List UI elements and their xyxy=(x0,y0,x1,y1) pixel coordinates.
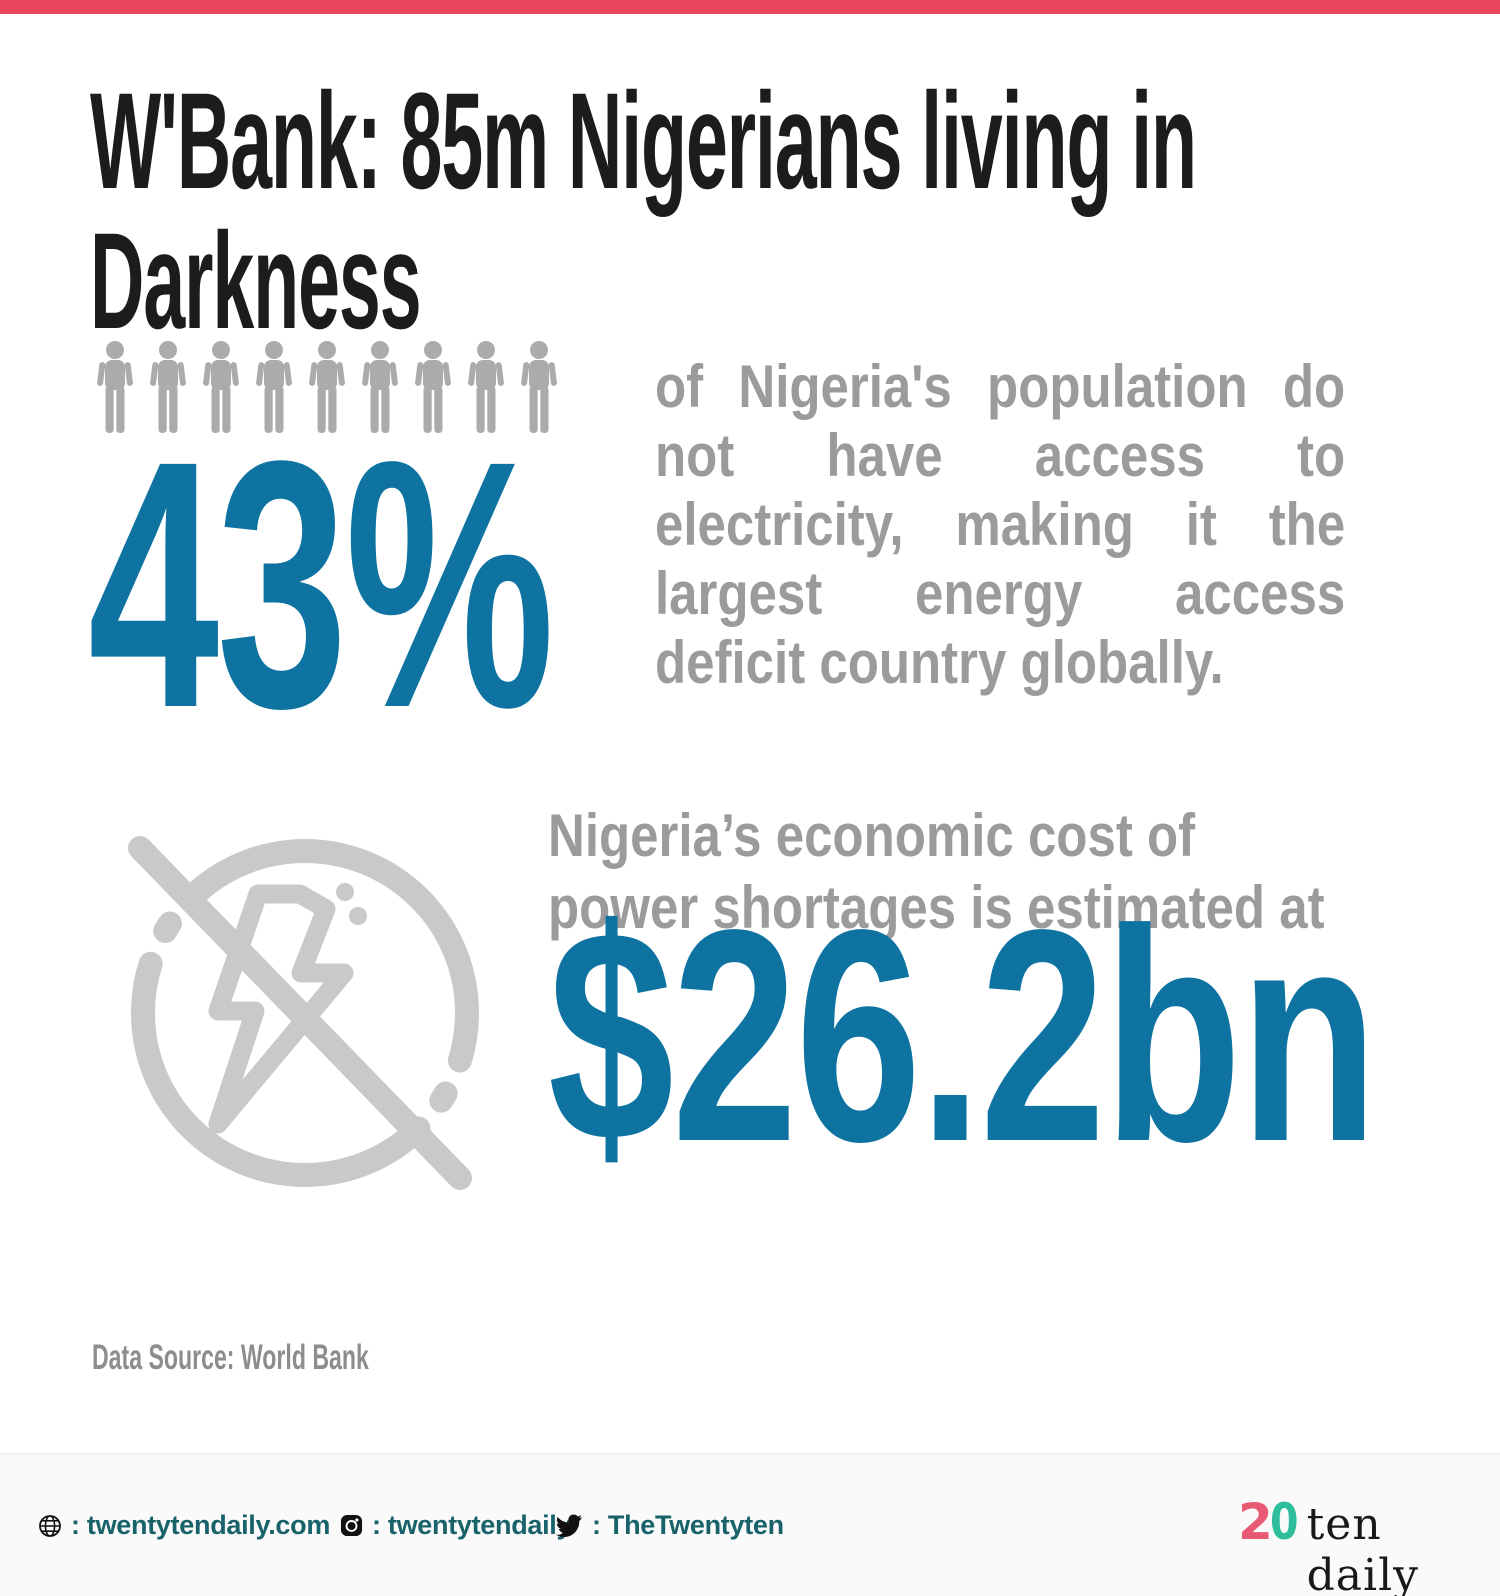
title-line-1: W'Bank: 85m Nigerians living in xyxy=(90,65,1197,218)
twitter-link[interactable]: : TheTwentyten xyxy=(556,1510,784,1541)
person-icon xyxy=(97,341,133,433)
person-icon xyxy=(521,341,557,433)
person-icon xyxy=(203,341,239,433)
stat2-caption: Nigeria’s economic cost of power shortag… xyxy=(548,800,1325,944)
people-pictogram-row xyxy=(95,340,559,436)
stat2-caption-line-2: power shortages is estimated at xyxy=(548,874,1325,941)
stat1-line: largest energy access xyxy=(655,560,1346,627)
stat-percentage: 43% xyxy=(88,387,555,781)
person-icon xyxy=(468,341,504,433)
instagram-icon xyxy=(340,1514,363,1537)
page-title: W'Bank: 85m Nigerians living in Darkness xyxy=(90,65,1197,358)
stat1-line: not have access to xyxy=(655,422,1346,489)
stat1-line: electricity, making it the xyxy=(655,491,1346,558)
stat1-line: deficit country globally. xyxy=(655,629,1224,696)
title-line-2: Darkness xyxy=(90,205,422,358)
person-icon xyxy=(362,341,398,433)
logo-digit-2: 2 xyxy=(1238,1493,1273,1551)
no-power-icon xyxy=(128,836,479,1190)
person-icon xyxy=(309,341,345,433)
person-icon xyxy=(415,341,451,433)
brand-logo: 2 0 ten daily xyxy=(1238,1493,1500,1596)
top-accent-bar xyxy=(0,0,1500,14)
logo-wordmark: ten daily xyxy=(1306,1499,1419,1596)
stat-dollar-value: $26.2bn xyxy=(548,867,1378,1204)
stat1-description: of Nigeria's population do not have acce… xyxy=(655,352,1345,697)
person-icon xyxy=(150,341,186,433)
footer-bar: : twentytendaily.com : twentytendaily : … xyxy=(0,1453,1500,1596)
instagram-handle: : twentytendaily xyxy=(372,1510,572,1540)
twitter-handle: : TheTwentyten xyxy=(592,1510,784,1540)
instagram-link[interactable]: : twentytendaily xyxy=(340,1510,572,1541)
website-handle: : twentytendaily.com xyxy=(71,1510,331,1540)
website-link[interactable]: : twentytendaily.com xyxy=(38,1510,330,1541)
stat2-caption-line-1: Nigeria’s economic cost of xyxy=(548,802,1196,869)
data-source-label: Data Source: World Bank xyxy=(92,1338,369,1377)
logo-digit-0: 0 xyxy=(1269,1493,1299,1551)
stat1-line: of Nigeria's population do xyxy=(655,353,1346,420)
person-icon xyxy=(256,341,292,433)
twitter-icon xyxy=(556,1514,582,1537)
globe-icon xyxy=(39,1514,61,1537)
